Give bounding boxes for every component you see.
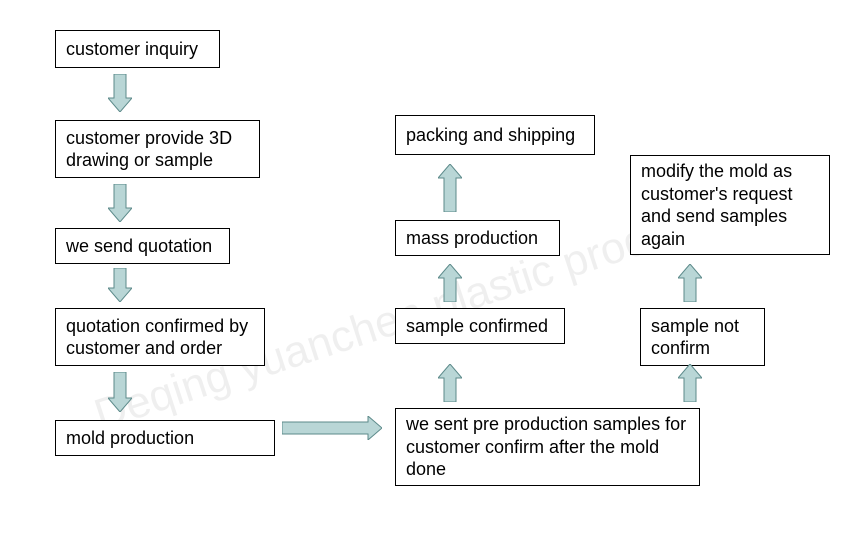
node-label: packing and shipping: [406, 124, 575, 147]
arrow-e7: [438, 264, 462, 302]
arrow-e5: [282, 416, 382, 440]
node-label: we sent pre production samples for custo…: [406, 413, 689, 481]
node-customer-inquiry: customer inquiry: [55, 30, 220, 68]
node-preproduction-samples: we sent pre production samples for custo…: [395, 408, 700, 486]
arrow-e9: [678, 364, 702, 402]
node-label: sample not confirm: [651, 315, 754, 360]
node-label: sample confirmed: [406, 315, 548, 338]
arrow-e10: [678, 264, 702, 302]
node-modify-mold: modify the mold as customer's request an…: [630, 155, 830, 255]
arrow-e8: [438, 164, 462, 212]
node-sample-not-confirm: sample not confirm: [640, 308, 765, 366]
arrow-e2: [108, 184, 132, 222]
node-customer-provide-3d: customer provide 3D drawing or sample: [55, 120, 260, 178]
node-label: customer provide 3D drawing or sample: [66, 127, 249, 172]
node-mass-production: mass production: [395, 220, 560, 256]
node-packing-shipping: packing and shipping: [395, 115, 595, 155]
node-label: modify the mold as customer's request an…: [641, 160, 819, 250]
node-label: customer inquiry: [66, 38, 198, 61]
arrow-e1: [108, 74, 132, 112]
node-label: mass production: [406, 227, 538, 250]
node-label: mold production: [66, 427, 194, 450]
node-label: quotation confirmed by customer and orde…: [66, 315, 254, 360]
node-mold-production: mold production: [55, 420, 275, 456]
node-quotation-confirmed: quotation confirmed by customer and orde…: [55, 308, 265, 366]
node-sample-confirmed: sample confirmed: [395, 308, 565, 344]
arrow-e4: [108, 372, 132, 412]
arrow-e3: [108, 268, 132, 302]
arrow-e6: [438, 364, 462, 402]
node-label: we send quotation: [66, 235, 212, 258]
node-send-quotation: we send quotation: [55, 228, 230, 264]
